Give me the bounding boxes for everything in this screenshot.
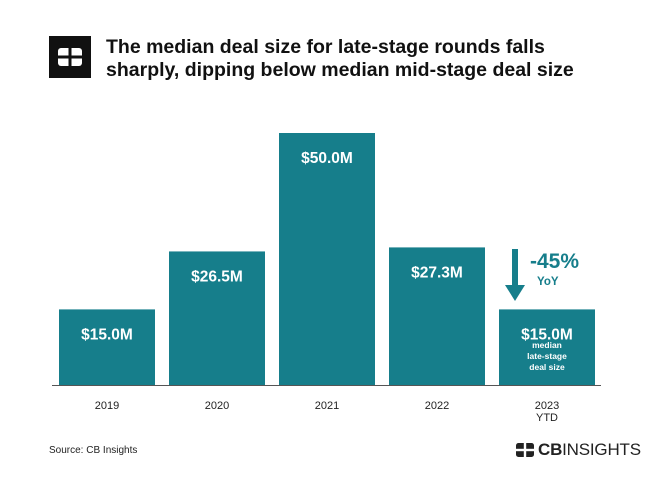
brand-logo: CBINSIGHTS [516,440,641,460]
brand-wordmark-light: INSIGHTS [562,440,641,459]
x-tick-label-2020: 2020 [205,400,229,412]
bar-2021 [279,133,375,385]
bar-note-line-3: deal size [529,362,565,372]
value-label-2023: $15.0M [521,326,573,343]
bar-2023 [499,309,595,385]
chart-title-line-1: The median deal size for late-stage roun… [106,36,545,58]
bar-2019 [59,309,155,385]
brand-wordmark: CBINSIGHTS [538,440,641,460]
yoy-change-value: -45% [530,250,579,273]
value-label-2020: $26.5M [191,268,243,285]
value-label-2022: $27.3M [411,264,463,281]
cb-logo-icon [58,48,82,66]
yoy-change-label: YoY [537,276,559,288]
bar-note-line-2: late-stage [527,351,567,361]
x-tick-label-2022: 2022 [425,400,449,412]
x-tick-label-2019: 2019 [95,400,119,412]
bar-note-line-1: median [532,340,562,350]
x-tick-label-2021: 2021 [315,400,339,412]
value-label-2021: $50.0M [301,150,353,167]
x-tick-sublabel-2023: YTD [536,412,558,424]
chart-title-line-2: sharply, dipping below median mid-stage … [106,59,574,81]
cb-brand-icon [516,443,534,457]
bar-2022 [389,247,485,385]
source-note: Source: CB Insights [49,445,138,456]
value-label-2019: $15.0M [81,326,133,343]
chart-title: The median deal size for late-stage roun… [106,36,646,82]
down-arrow-head [505,285,525,301]
brand-wordmark-bold: CB [538,440,563,459]
x-tick-label-2023: 2023 [535,400,559,412]
bar-2020 [169,251,265,385]
cb-insights-logo [49,36,91,78]
down-arrow-shaft [512,249,518,287]
